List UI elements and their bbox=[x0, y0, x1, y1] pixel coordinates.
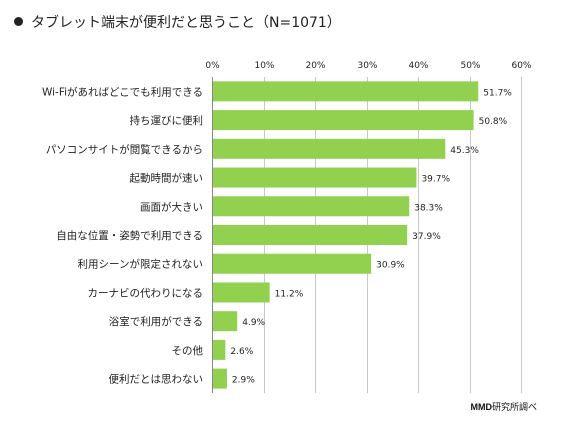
category-label: 便利だとは思わない bbox=[109, 373, 204, 386]
bar bbox=[213, 368, 227, 389]
chart-title: タブレット端末が便利だと思うこと（N=1071） bbox=[14, 12, 341, 32]
value-label: 38.3% bbox=[414, 203, 443, 213]
category-label: パソコンサイトが閲覧できるから bbox=[46, 143, 203, 156]
credit-brand: MMD bbox=[470, 402, 492, 412]
bar bbox=[213, 253, 372, 274]
bars bbox=[213, 81, 479, 389]
value-label: 37.9% bbox=[412, 232, 441, 242]
tick-label: 50% bbox=[460, 61, 480, 71]
tick-label: 60% bbox=[511, 61, 531, 71]
category-label: 自由な位置・姿勢で利用できる bbox=[56, 229, 203, 242]
tick-label: 40% bbox=[408, 61, 428, 71]
source-credit: MMD研究所調べ bbox=[470, 400, 537, 413]
value-label: 2.9% bbox=[232, 376, 255, 386]
value-label: 50.8% bbox=[479, 117, 508, 127]
category-labels: Wi-Fiがあればどこでも利用できる持ち運びに便利パソコンサイトが閲覧できるから… bbox=[42, 85, 204, 385]
bar bbox=[213, 339, 226, 360]
bar bbox=[213, 311, 238, 332]
value-label: 11.2% bbox=[275, 289, 304, 299]
category-label: その他 bbox=[172, 344, 204, 357]
value-label: 30.9% bbox=[376, 261, 405, 271]
chart-title-text: タブレット端末が便利だと思うこと（N=1071） bbox=[31, 15, 341, 31]
bar bbox=[213, 110, 474, 131]
tick-labels: 0% 10% 20% 30% 40% 50% 60% bbox=[205, 61, 532, 71]
bullet-icon bbox=[14, 17, 23, 26]
value-label: 45.3% bbox=[450, 146, 479, 156]
tick-label: 10% bbox=[254, 61, 274, 71]
bar bbox=[213, 81, 479, 102]
category-label: 利用シーンが限定されない bbox=[78, 258, 203, 271]
value-label: 51.7% bbox=[483, 88, 512, 98]
tick-label: 20% bbox=[305, 61, 325, 71]
bar bbox=[213, 167, 417, 188]
value-label: 39.7% bbox=[421, 175, 450, 185]
tick-label: 0% bbox=[205, 61, 220, 71]
credit-text: 研究所調べ bbox=[491, 403, 537, 413]
tick-label: 30% bbox=[357, 61, 377, 71]
category-label: Wi-Fiがあればどこでも利用できる bbox=[42, 85, 203, 98]
category-label: 画面が大きい bbox=[140, 200, 203, 213]
category-label: 起動時間が速い bbox=[130, 172, 204, 185]
bar bbox=[213, 225, 408, 245]
value-label: 2.6% bbox=[230, 347, 253, 357]
bar bbox=[213, 196, 410, 217]
category-label: 持ち運びに便利 bbox=[130, 114, 204, 127]
bar bbox=[213, 282, 270, 303]
value-labels: 51.7% 50.8% 45.3% 39.7% 38.3% 37.9% 30.9% 11.2%… bbox=[230, 88, 512, 385]
value-label: 4.9% bbox=[242, 318, 265, 328]
category-label: 浴室で利用ができる bbox=[109, 315, 203, 328]
bar bbox=[213, 138, 446, 159]
category-label: カーナビの代わりになる bbox=[88, 287, 204, 299]
